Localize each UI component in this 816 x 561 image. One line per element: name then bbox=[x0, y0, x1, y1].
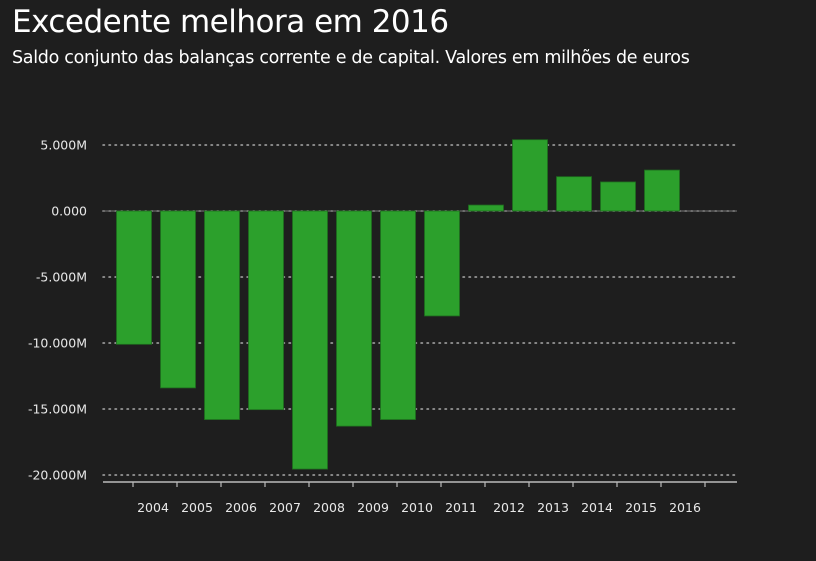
y-tick-label: -10.000M bbox=[28, 336, 87, 351]
x-tick-label: 2015 bbox=[625, 500, 657, 515]
x-tick-label: 2005 bbox=[181, 500, 213, 515]
bar-2004 bbox=[116, 210, 152, 345]
bar-2006 bbox=[204, 210, 240, 420]
x-tick-label: 2004 bbox=[137, 500, 169, 515]
bar-2009 bbox=[336, 210, 372, 427]
y-tick-label: -15.000M bbox=[28, 402, 87, 417]
chart-subtitle: Saldo conjunto das balanças corrente e d… bbox=[12, 48, 690, 68]
x-tick-label: 2009 bbox=[357, 500, 389, 515]
x-tick-label: 2014 bbox=[581, 500, 613, 515]
bar-2014 bbox=[556, 176, 592, 212]
bar-2008 bbox=[292, 210, 328, 470]
x-tick-label: 2008 bbox=[313, 500, 345, 515]
y-tick-label: 5.000M bbox=[40, 138, 87, 153]
x-tick-label: 2011 bbox=[445, 500, 477, 515]
bar-2005 bbox=[160, 210, 196, 389]
x-tick-label: 2016 bbox=[669, 500, 701, 515]
bar-2016 bbox=[644, 169, 680, 212]
bar-2007 bbox=[248, 210, 284, 411]
bar-2012 bbox=[468, 204, 504, 212]
bar-2013 bbox=[512, 139, 548, 212]
x-tick-label: 2013 bbox=[537, 500, 569, 515]
y-tick-label: -20.000M bbox=[28, 468, 87, 483]
chart-title: Excedente melhora em 2016 bbox=[12, 4, 449, 40]
x-tick-label: 2007 bbox=[269, 500, 301, 515]
bar-2015 bbox=[600, 181, 636, 212]
x-tick-label: 2010 bbox=[401, 500, 433, 515]
y-tick-label: -5.000M bbox=[36, 270, 87, 285]
x-tick-label: 2006 bbox=[225, 500, 257, 515]
bar-2010 bbox=[380, 210, 416, 420]
y-tick-label: 0.000 bbox=[51, 204, 87, 219]
x-tick-label: 2012 bbox=[493, 500, 525, 515]
bar-2011 bbox=[424, 210, 460, 317]
